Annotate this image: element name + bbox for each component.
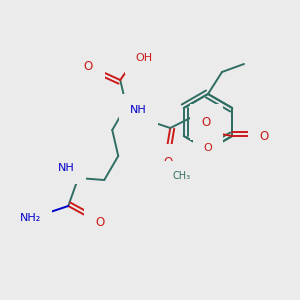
Text: O: O	[202, 116, 211, 128]
Text: OH: OH	[136, 53, 153, 63]
Text: CH₃: CH₃	[173, 171, 191, 181]
Text: O: O	[260, 130, 269, 142]
Text: O: O	[204, 143, 212, 153]
Text: NH₂: NH₂	[20, 213, 41, 223]
Text: NH: NH	[130, 105, 147, 115]
Text: O: O	[96, 215, 105, 229]
Text: O: O	[84, 59, 93, 73]
Text: O: O	[164, 155, 173, 169]
Text: NH: NH	[58, 163, 75, 173]
